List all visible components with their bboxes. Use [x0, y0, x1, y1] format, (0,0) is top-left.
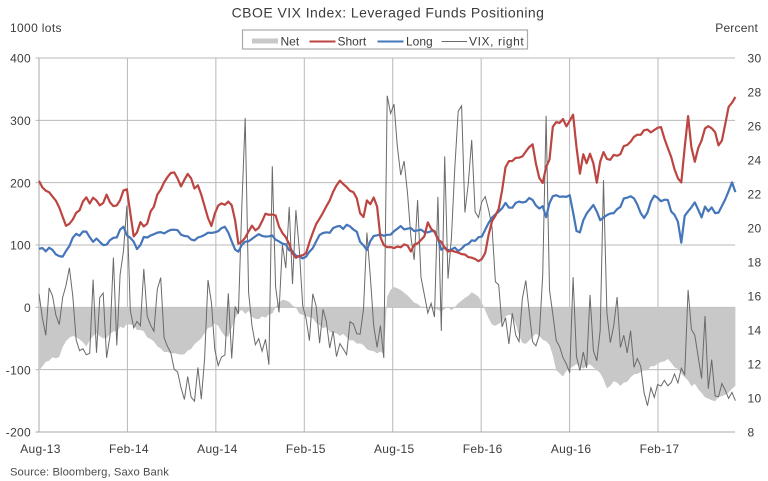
- svg-text:24: 24: [748, 154, 762, 168]
- svg-text:Feb-17: Feb-17: [640, 442, 680, 456]
- svg-text:Aug-13: Aug-13: [20, 442, 61, 456]
- svg-text:100: 100: [10, 239, 31, 253]
- svg-text:16: 16: [748, 290, 762, 304]
- svg-text:Aug-16: Aug-16: [551, 442, 592, 456]
- svg-text:Source: Bloomberg, Saxo Bank: Source: Bloomberg, Saxo Bank: [10, 467, 169, 479]
- svg-text:VIX, right: VIX, right: [469, 35, 524, 49]
- svg-text:8: 8: [748, 426, 755, 440]
- svg-text:28: 28: [748, 86, 762, 100]
- svg-text:20: 20: [748, 222, 762, 236]
- svg-text:400: 400: [10, 52, 31, 66]
- svg-text:-100: -100: [6, 363, 31, 377]
- svg-text:CBOE VIX Index: Leveraged Fun: CBOE VIX Index: Leveraged Funds Position…: [232, 5, 545, 21]
- svg-text:Percent: Percent: [715, 21, 758, 35]
- svg-text:18: 18: [748, 256, 762, 270]
- svg-text:Feb-15: Feb-15: [286, 442, 326, 456]
- svg-text:Aug-14: Aug-14: [197, 442, 238, 456]
- svg-text:Feb-16: Feb-16: [463, 442, 503, 456]
- svg-text:12: 12: [748, 358, 762, 372]
- svg-text:1000 lots: 1000 lots: [10, 21, 62, 35]
- svg-text:300: 300: [10, 114, 31, 128]
- svg-text:22: 22: [748, 188, 762, 202]
- svg-text:Short: Short: [338, 35, 367, 49]
- svg-text:10: 10: [748, 392, 762, 406]
- svg-text:200: 200: [10, 176, 31, 190]
- svg-text:Feb-14: Feb-14: [109, 442, 149, 456]
- svg-text:26: 26: [748, 120, 762, 134]
- svg-text:Aug-15: Aug-15: [374, 442, 415, 456]
- svg-text:Long: Long: [406, 35, 433, 49]
- svg-text:0: 0: [24, 301, 31, 315]
- svg-text:Net: Net: [281, 35, 300, 49]
- svg-text:14: 14: [748, 324, 762, 338]
- svg-text:30: 30: [748, 52, 762, 66]
- svg-text:-200: -200: [6, 426, 31, 440]
